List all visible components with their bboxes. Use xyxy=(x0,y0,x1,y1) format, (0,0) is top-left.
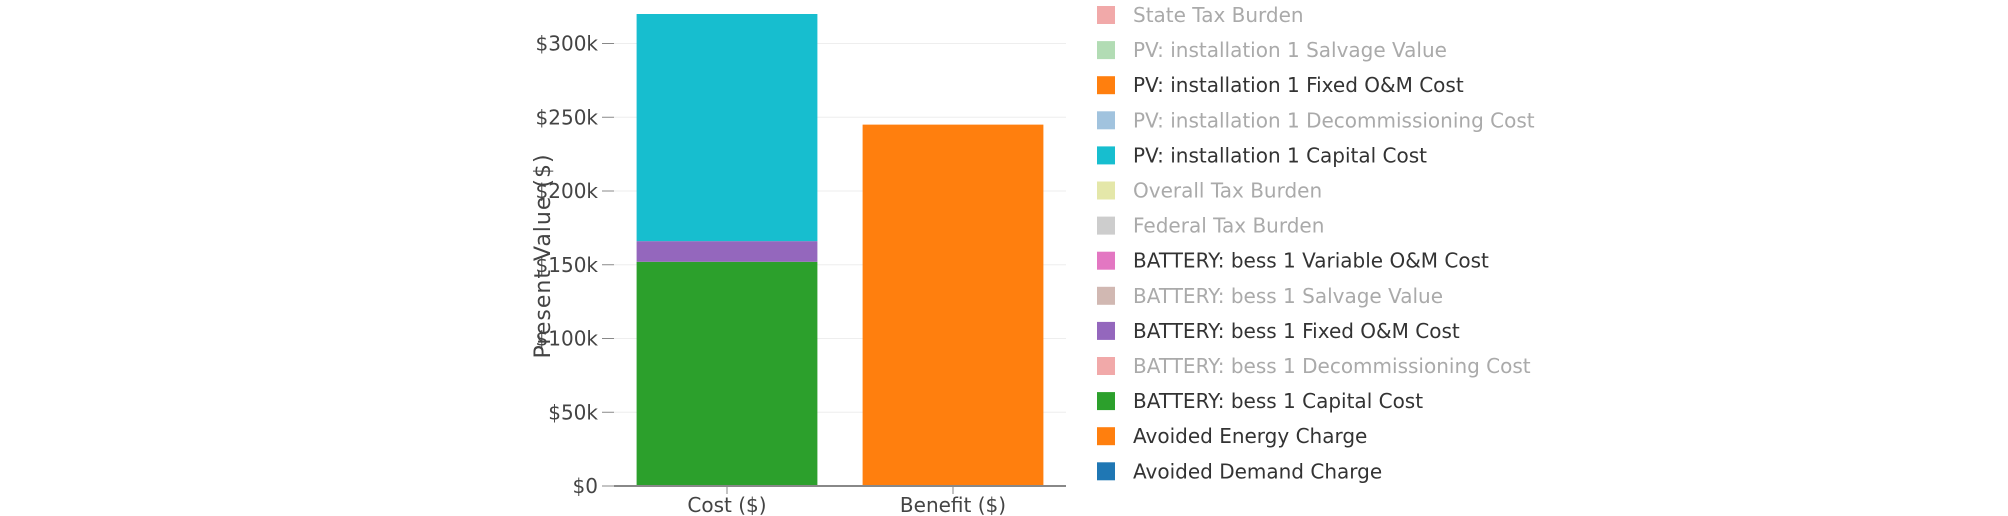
legend-label-3: PV: installation 1 Decommissioning Cost xyxy=(1133,108,1535,132)
legend-item-0[interactable]: State Tax Burden xyxy=(1097,3,1304,27)
legend-label-13: Avoided Demand Charge xyxy=(1133,459,1382,483)
legend-label-0: State Tax Burden xyxy=(1133,3,1304,27)
x-tick-label-0: Cost ($) xyxy=(687,493,766,516)
y-tick-label-2: $100k xyxy=(536,327,599,351)
legend-item-1[interactable]: PV: installation 1 Salvage Value xyxy=(1097,38,1447,62)
legend-label-4: PV: installation 1 Capital Cost xyxy=(1133,143,1427,167)
legend-label-8: BATTERY: bess 1 Salvage Value xyxy=(1133,284,1443,308)
legend-swatch-8 xyxy=(1097,286,1115,305)
legend-swatch-6 xyxy=(1097,216,1115,235)
bar-0-series-0[interactable] xyxy=(636,261,818,486)
legend-item-5[interactable]: Overall Tax Burden xyxy=(1097,179,1322,203)
bar-0-series-1[interactable] xyxy=(636,241,818,262)
legend-item-7[interactable]: BATTERY: bess 1 Variable O&M Cost xyxy=(1097,249,1489,273)
bars xyxy=(636,14,1044,486)
y-tick-label-4: $200k xyxy=(536,179,599,203)
legend-label-5: Overall Tax Burden xyxy=(1133,179,1322,203)
legend-swatch-3 xyxy=(1097,111,1115,130)
legend-swatch-13 xyxy=(1097,462,1115,481)
legend-item-11[interactable]: BATTERY: bess 1 Capital Cost xyxy=(1097,389,1423,413)
legend-item-2[interactable]: PV: installation 1 Fixed O&M Cost xyxy=(1097,73,1464,97)
legend-label-6: Federal Tax Burden xyxy=(1133,214,1324,238)
legend-swatch-11 xyxy=(1097,392,1115,411)
legend-item-6[interactable]: Federal Tax Burden xyxy=(1097,214,1324,238)
legend-item-13[interactable]: Avoided Demand Charge xyxy=(1097,459,1382,483)
y-tick-label-3: $150k xyxy=(536,253,599,277)
legend: State Tax Burden PV: installation 1 Salva… xyxy=(1097,3,1535,483)
legend-item-12[interactable]: Avoided Energy Charge xyxy=(1097,424,1367,448)
y-tick-label-5: $250k xyxy=(536,105,599,129)
legend-swatch-9 xyxy=(1097,321,1115,340)
y-tick-label-0: $0 xyxy=(573,474,598,498)
legend-swatch-10 xyxy=(1097,357,1115,375)
legend-swatch-5 xyxy=(1097,181,1115,200)
legend-item-9[interactable]: BATTERY: bess 1 Fixed O&M Cost xyxy=(1097,319,1460,343)
legend-label-11: BATTERY: bess 1 Capital Cost xyxy=(1133,389,1423,413)
y-tick-label-1: $50k xyxy=(548,400,598,424)
bar-0-series-2[interactable] xyxy=(636,14,818,242)
legend-swatch-0 xyxy=(1097,6,1115,24)
legend-label-12: Avoided Energy Charge xyxy=(1133,424,1367,448)
y-axis-title: Present Value ($) xyxy=(531,153,556,358)
legend-swatch-2 xyxy=(1097,76,1115,95)
legend-label-1: PV: installation 1 Salvage Value xyxy=(1133,38,1447,62)
legend-swatch-12 xyxy=(1097,427,1115,446)
legend-label-9: BATTERY: bess 1 Fixed O&M Cost xyxy=(1133,319,1460,343)
legend-swatch-1 xyxy=(1097,41,1115,60)
tick-labels: $0 $50k $100k $150k $200k $250k $300k Cost ($) B… xyxy=(536,32,1007,516)
bar-1-series-3[interactable] xyxy=(862,124,1044,486)
legend-swatch-4 xyxy=(1097,146,1115,165)
legend-label-7: BATTERY: bess 1 Variable O&M Cost xyxy=(1133,249,1489,273)
y-tick-label-6: $300k xyxy=(536,32,599,56)
legend-item-3[interactable]: PV: installation 1 Decommissioning Cost xyxy=(1097,108,1535,132)
legend-item-8[interactable]: BATTERY: bess 1 Salvage Value xyxy=(1097,284,1443,308)
legend-item-4[interactable]: PV: installation 1 Capital Cost xyxy=(1097,143,1427,167)
x-tick-label-1: Benefit ($) xyxy=(900,493,1006,516)
legend-item-10[interactable]: BATTERY: bess 1 Decommissioning Cost xyxy=(1097,354,1531,378)
legend-label-2: PV: installation 1 Fixed O&M Cost xyxy=(1133,73,1464,97)
legend-label-10: BATTERY: bess 1 Decommissioning Cost xyxy=(1133,354,1531,378)
legend-swatch-7 xyxy=(1097,251,1115,270)
